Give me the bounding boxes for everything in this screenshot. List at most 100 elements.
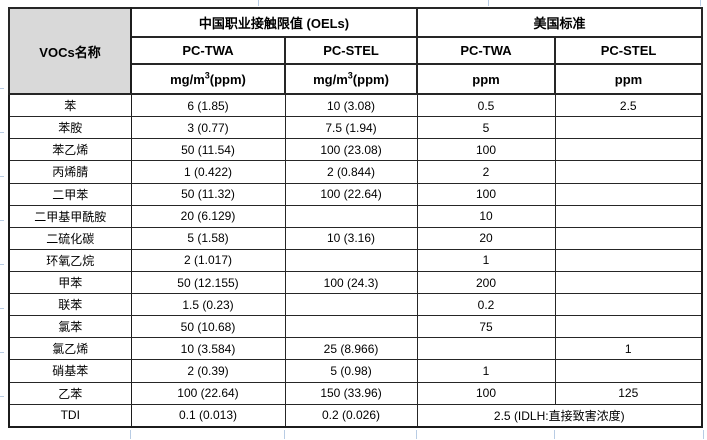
cn-twa-cell: 100 (22.64)	[130, 381, 286, 405]
unit-cell-us-twa: ppm	[416, 63, 557, 95]
subheader-cn-pc-stel: PC-STEL	[283, 36, 419, 65]
us-twa-cell: 100	[416, 381, 556, 405]
unit-cell-us-stel: ppm	[554, 63, 704, 95]
cn-stel-cell: 0.2 (0.026)	[284, 403, 418, 428]
group-header-us-standard: 美国标准	[416, 7, 704, 38]
table-row: 氯苯 50 (10.68) 75	[8, 315, 703, 339]
us-twa-cell: 1	[416, 359, 556, 383]
table-row: 联苯 1.5 (0.23) 0.2	[8, 293, 703, 317]
gridline-artifact	[488, 0, 489, 6]
voc-name-cell: 环氧乙烷	[8, 248, 132, 272]
us-twa-cell: 200	[416, 270, 556, 295]
gridline-artifact	[0, 308, 4, 309]
superscript-3: 3	[347, 70, 353, 81]
us-stel-cell	[554, 270, 703, 295]
cn-twa-cell: 6 (1.85)	[130, 93, 286, 118]
cn-twa-cell: 0.1 (0.013)	[130, 403, 286, 428]
group-header-china-oels: 中国职业接触限值 (OELs)	[129, 7, 419, 38]
gridline-artifact	[0, 132, 4, 133]
cn-twa-cell: 50 (12.155)	[130, 270, 286, 295]
us-stel-cell	[554, 359, 703, 383]
gridline-artifact	[0, 264, 4, 265]
voc-name-cell: 氯乙烯	[8, 337, 132, 361]
gridline-artifact	[700, 0, 701, 6]
cn-twa-cell: 5 (1.58)	[130, 226, 286, 250]
us-twa-cell: 0.2	[416, 293, 556, 317]
voc-name-cell: 丙烯腈	[8, 160, 132, 184]
gridline-artifact	[0, 396, 4, 397]
subheader-us-pc-twa: PC-TWA	[416, 36, 557, 65]
gridline-artifact	[258, 0, 259, 6]
subheader-us-pc-stel: PC-STEL	[554, 36, 704, 65]
table-row: 氯乙烯 10 (3.584) 25 (8.966) 1	[8, 337, 703, 361]
us-merged-cell: 2.5 (IDLH:直接致害浓度)	[416, 403, 703, 428]
voc-name-cell: 二甲苯	[8, 182, 132, 206]
cn-stel-cell	[284, 204, 418, 228]
cn-stel-cell: 7.5 (1.94)	[284, 116, 418, 140]
voc-name-cell: 甲苯	[8, 270, 132, 295]
cn-twa-cell: 20 (6.129)	[130, 204, 286, 228]
voc-name-cell: 氯苯	[8, 315, 132, 339]
us-stel-cell: 125	[554, 381, 703, 405]
table-row: 乙苯 100 (22.64) 150 (33.96) 100 125	[8, 381, 703, 405]
cn-stel-cell: 10 (3.08)	[284, 93, 418, 118]
gridline-artifact	[0, 220, 4, 221]
cn-twa-cell: 50 (11.32)	[130, 182, 286, 206]
us-stel-cell	[554, 182, 703, 206]
voc-name-cell: 苯乙烯	[8, 138, 132, 162]
cn-stel-cell: 100 (23.08)	[284, 138, 418, 162]
table-row: 硝基苯 2 (0.39) 5 (0.98) 1	[8, 359, 703, 383]
table-row: 二甲基甲酰胺 20 (6.129) 10	[8, 204, 703, 228]
us-twa-cell: 2	[416, 160, 556, 184]
oel-limits-table: VOCs名称 中国职业接触限值 (OELs) 美国标准 PC-TWA PC-ST…	[8, 7, 704, 428]
us-twa-cell: 75	[416, 315, 556, 339]
us-stel-cell	[554, 226, 703, 250]
corner-header-vocs: VOCs名称	[8, 7, 132, 95]
cn-twa-cell: 1 (0.422)	[130, 160, 286, 184]
table-row: 二甲苯 50 (11.32) 100 (22.64) 100	[8, 182, 703, 206]
us-stel-cell	[554, 293, 703, 317]
us-stel-cell	[554, 315, 703, 339]
table-header: VOCs名称 中国职业接触限值 (OELs) 美国标准 PC-TWA PC-ST…	[8, 7, 704, 95]
voc-name-cell: 苯	[8, 93, 132, 118]
table-row: 苯乙烯 50 (11.54) 100 (23.08) 100	[8, 138, 703, 162]
cn-twa-cell: 2 (0.39)	[130, 359, 286, 383]
table-row: TDI 0.1 (0.013) 0.2 (0.026) 2.5 (IDLH:直接致害浓…	[8, 403, 703, 428]
us-stel-cell	[554, 204, 703, 228]
voc-name-cell: 苯胺	[8, 116, 132, 140]
us-stel-cell	[554, 248, 703, 272]
voc-name-cell: 联苯	[8, 293, 132, 317]
cn-twa-cell: 3 (0.77)	[130, 116, 286, 140]
us-twa-cell: 100	[416, 182, 556, 206]
us-twa-cell: 1	[416, 248, 556, 272]
table-row: 环氧乙烷 2 (1.017) 1	[8, 248, 703, 272]
cn-twa-cell: 50 (10.68)	[130, 315, 286, 339]
gridline-artifact	[0, 352, 4, 353]
gridline-artifact	[554, 430, 555, 439]
voc-name-cell: TDI	[8, 403, 132, 428]
voc-name-cell: 二硫化碳	[8, 226, 132, 250]
gridline-artifact	[703, 430, 704, 439]
cn-twa-cell: 1.5 (0.23)	[130, 293, 286, 317]
us-twa-cell: 10	[416, 204, 556, 228]
table-row: 苯胺 3 (0.77) 7.5 (1.94) 5	[8, 116, 703, 140]
cn-stel-cell: 100 (22.64)	[284, 182, 418, 206]
cn-twa-cell: 50 (11.54)	[130, 138, 286, 162]
us-twa-cell: 5	[416, 116, 556, 140]
us-stel-cell	[554, 160, 703, 184]
subheader-cn-pc-twa: PC-TWA	[130, 36, 286, 65]
table-row: 甲苯 50 (12.155) 100 (24.3) 200	[8, 270, 703, 295]
us-twa-cell: 0.5	[416, 93, 556, 118]
gridline-artifact	[0, 88, 4, 89]
cn-stel-cell: 150 (33.96)	[284, 381, 418, 405]
table-row: 二硫化碳 5 (1.58) 10 (3.16) 20	[8, 226, 703, 250]
gridline-artifact	[416, 430, 417, 439]
us-twa-cell: 100	[416, 138, 556, 162]
unit-cell-cn-stel: mg/m3(ppm)	[283, 63, 419, 95]
unit-cell-cn-twa: mg/m3(ppm)	[130, 63, 286, 95]
us-stel-cell	[554, 116, 703, 140]
voc-name-cell: 硝基苯	[8, 359, 132, 383]
cn-stel-cell: 100 (24.3)	[284, 270, 418, 295]
cn-stel-cell	[284, 248, 418, 272]
us-twa-cell: 20	[416, 226, 556, 250]
